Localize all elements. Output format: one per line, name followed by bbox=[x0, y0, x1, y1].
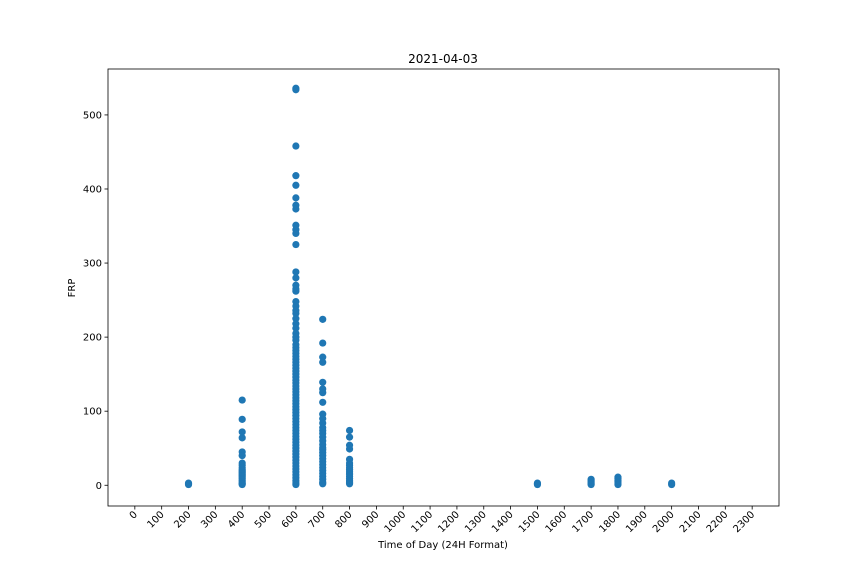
data-point bbox=[292, 240, 300, 249]
data-point bbox=[292, 324, 300, 332]
data-point bbox=[292, 315, 300, 323]
data-point bbox=[319, 389, 327, 397]
data-point bbox=[238, 396, 246, 404]
data-point bbox=[292, 181, 300, 189]
y-tick-label: 400 bbox=[83, 184, 102, 195]
data-point bbox=[238, 480, 246, 489]
data-point bbox=[319, 339, 327, 347]
data-point bbox=[319, 353, 327, 361]
y-axis-label: FRP bbox=[67, 279, 78, 298]
data-point bbox=[292, 229, 300, 238]
y-tick-label: 0 bbox=[96, 481, 102, 492]
data-point bbox=[238, 452, 246, 460]
y-tick-label: 200 bbox=[83, 333, 102, 344]
x-axis-label: Time of Day (24H Format) bbox=[377, 540, 508, 551]
data-point bbox=[184, 480, 193, 489]
data-point bbox=[292, 268, 300, 276]
data-point bbox=[292, 309, 300, 318]
data-point bbox=[319, 378, 327, 386]
data-point bbox=[238, 428, 246, 436]
data-point bbox=[319, 480, 327, 488]
data-point bbox=[319, 358, 327, 366]
data-point bbox=[292, 142, 300, 150]
data-point bbox=[292, 287, 300, 295]
data-point bbox=[533, 480, 542, 489]
y-tick-label: 300 bbox=[83, 259, 102, 270]
chart-title: 2021-04-03 bbox=[408, 52, 478, 66]
points-layer bbox=[184, 84, 676, 489]
data-point bbox=[345, 480, 354, 488]
y-tick-label: 100 bbox=[83, 407, 102, 418]
data-point bbox=[668, 480, 676, 489]
data-point bbox=[345, 426, 354, 435]
plot-frame bbox=[107, 68, 780, 507]
data-point bbox=[238, 415, 246, 423]
data-point bbox=[292, 274, 300, 282]
data-point bbox=[292, 86, 300, 94]
data-point bbox=[292, 480, 300, 489]
data-point bbox=[345, 433, 354, 441]
y-tick-label: 500 bbox=[83, 110, 102, 121]
data-point bbox=[614, 480, 622, 489]
data-point bbox=[292, 172, 300, 180]
data-point bbox=[345, 445, 354, 453]
data-point bbox=[292, 194, 300, 202]
data-point bbox=[319, 315, 327, 323]
data-point bbox=[587, 480, 595, 489]
y-axis: 0 100 200 300 400 500 bbox=[83, 110, 108, 492]
data-point bbox=[292, 205, 300, 213]
data-point bbox=[319, 398, 327, 406]
data-point bbox=[238, 434, 246, 442]
